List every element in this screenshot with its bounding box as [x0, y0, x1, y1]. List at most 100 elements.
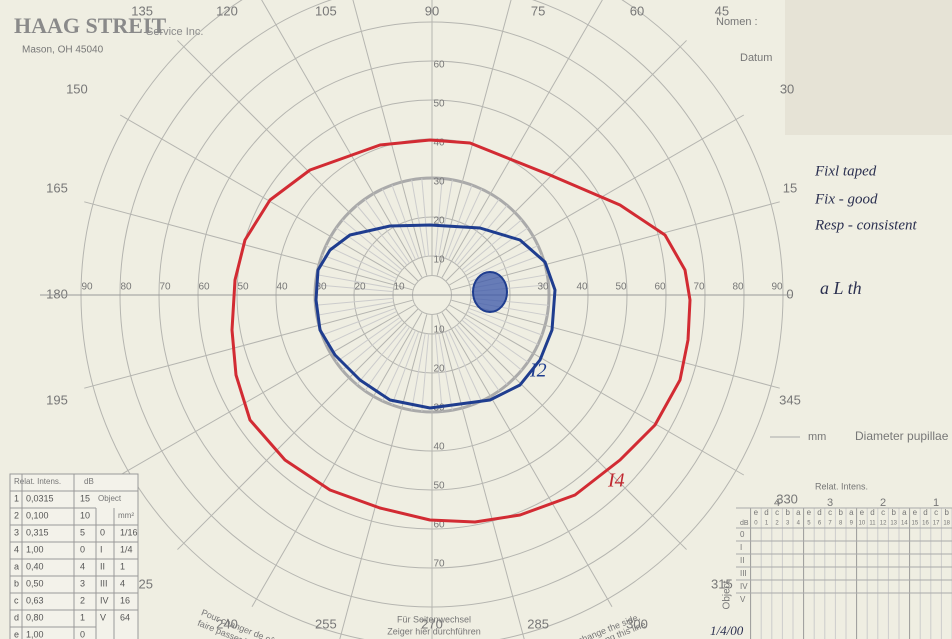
minor-meridian — [321, 254, 396, 283]
scale-label: 20 — [433, 216, 445, 227]
scale-label: 50 — [615, 282, 627, 293]
meridian — [339, 314, 428, 639]
minor-meridian — [463, 316, 529, 363]
table-cell: 1,00 — [26, 544, 44, 554]
minor-meridian — [315, 284, 394, 293]
scale-label: 60 — [433, 60, 445, 71]
note: a L th — [820, 278, 862, 298]
grid-filter: a — [849, 508, 854, 517]
grid-row: II — [740, 556, 744, 565]
table-cell: 16 — [120, 595, 130, 605]
grid-db: 17 — [933, 521, 940, 527]
grid-filter: b — [785, 508, 790, 517]
grid-db: 15 — [912, 521, 919, 527]
grid-db: 11 — [869, 521, 876, 527]
grid-filter: e — [754, 508, 759, 517]
table-cell: a — [14, 561, 19, 571]
meridian-label: 270 — [421, 616, 443, 631]
scale-label: 90 — [771, 282, 783, 293]
grid-db: 3 — [786, 521, 790, 527]
grid-db: 8 — [839, 521, 843, 527]
scale-label: 40 — [433, 138, 445, 149]
minor-meridian — [364, 198, 411, 264]
table-cell: 3 — [14, 527, 19, 537]
grid-object-label: Object — [722, 580, 733, 609]
meridian — [261, 0, 423, 278]
meridian — [251, 312, 423, 608]
scale-label: 20 — [433, 364, 445, 375]
minor-meridian — [467, 245, 539, 279]
meridian — [436, 314, 525, 639]
meridian-label: 30 — [780, 81, 794, 96]
scale-label: 10 — [433, 325, 445, 336]
grid-filter: c — [934, 508, 938, 517]
minor-meridian — [391, 184, 420, 259]
scale-label: 10 — [433, 255, 445, 266]
note: Resp - consistent — [814, 217, 917, 233]
meridian-label: 255 — [315, 616, 337, 631]
minor-meridian — [453, 326, 500, 392]
minor-meridian — [325, 311, 397, 345]
footer-text: Zeiger hier durchführen — [387, 626, 481, 636]
grid-row: III — [740, 569, 747, 578]
grid-db: 12 — [880, 521, 887, 527]
meridian — [451, 201, 780, 291]
grid-row: IV — [740, 582, 748, 591]
grid-filter: e — [913, 508, 918, 517]
grid-db: 10 — [859, 521, 866, 527]
note: 1/4/00 — [710, 623, 744, 638]
isopter-label: I2 — [529, 360, 547, 382]
meridian-label: 315 — [711, 576, 733, 591]
meridian-label: 90 — [425, 3, 439, 18]
minor-meridian — [316, 274, 394, 289]
grid-filter: a — [796, 508, 801, 517]
meridian — [451, 299, 780, 389]
meridian — [119, 304, 415, 476]
minor-meridian — [456, 205, 508, 266]
minor-meridian — [448, 330, 482, 402]
table-cell: 0 — [80, 629, 85, 639]
brand: HAAG STREIT — [14, 13, 167, 38]
minor-meridian — [325, 245, 397, 279]
isopter-i2 — [314, 223, 557, 410]
grid-filter: d — [817, 508, 821, 517]
minor-meridian — [456, 324, 508, 385]
scale-label: 60 — [198, 282, 210, 293]
label-sticker — [785, 0, 952, 135]
grid-filter: e — [807, 508, 812, 517]
meridian — [352, 0, 428, 276]
grid-filter: a — [902, 508, 907, 517]
grid-title: Relat. Intens. — [815, 481, 868, 491]
scale-label: 80 — [732, 282, 744, 293]
grid-group: 4 — [774, 497, 780, 509]
minor-meridian — [467, 311, 539, 345]
meridian — [84, 299, 413, 389]
table-cell: 1/16 — [120, 527, 138, 537]
minor-meridian — [411, 179, 426, 257]
footer-text: Für Seitenwechsel — [397, 614, 471, 624]
table-cell: 1 — [14, 493, 19, 503]
table-header: mm² — [118, 511, 134, 520]
intensity-table: Relat. Intens. dB1 0,0315 152 0,100 103 0,315 5… — [9, 473, 139, 639]
meridian-label: 300 — [626, 616, 648, 631]
table-cell: 1 — [120, 561, 125, 571]
table-cell: 0,315 — [26, 527, 49, 537]
minor-meridian — [438, 179, 453, 257]
table-cell: 1/4 — [120, 544, 133, 554]
note: Fix - good — [814, 191, 878, 207]
scale-label: 50 — [433, 481, 445, 492]
pupil-unit: mm — [808, 431, 826, 443]
table-cell: 1 — [80, 612, 85, 622]
scale-label: 70 — [693, 282, 705, 293]
minor-meridian — [421, 333, 430, 412]
record-grid: Relat. Intens.4 3 2 1dBe0d1c2b3a4e5d6c7b8a9… — [722, 481, 952, 639]
name-label: Nomen : — [716, 16, 758, 28]
table-cell: 1,00 — [26, 629, 44, 639]
minor-meridian — [444, 184, 473, 259]
grid-group: 3 — [827, 497, 833, 509]
grid-filter: c — [881, 508, 885, 517]
table-cell: 4 — [120, 578, 125, 588]
table-cell: 2 — [80, 595, 85, 605]
table-cell: b — [14, 578, 19, 588]
